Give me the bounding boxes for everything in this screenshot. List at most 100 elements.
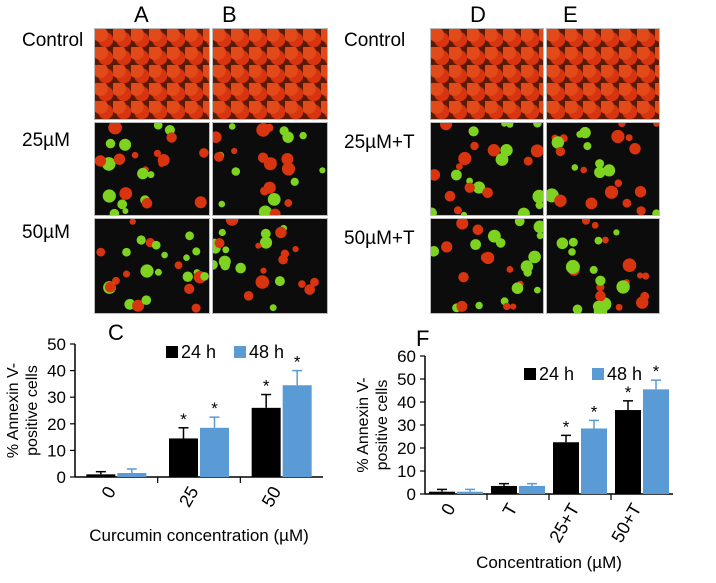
cell-dot xyxy=(136,235,146,245)
cell-dot xyxy=(652,209,659,215)
row-label-25um-t: 25µM+T xyxy=(344,132,415,153)
micrograph-a-control xyxy=(94,28,210,120)
y-axis-label-line1: % Annexin V- xyxy=(5,363,22,458)
cell-dot xyxy=(158,160,166,167)
chart-c: C 0 10 20 30 40 50 * * * * 0 25 50 Curcumin concentrat… xyxy=(5,320,323,545)
cell-dot xyxy=(532,189,543,204)
row-label-50um: 50µM xyxy=(22,222,70,243)
cell-dot xyxy=(603,164,616,177)
cell-dot xyxy=(263,181,276,194)
cell-dot xyxy=(637,272,644,279)
cell-dots xyxy=(213,219,319,312)
cell-dot xyxy=(556,237,569,250)
cell-dot xyxy=(530,144,543,158)
cell-dot xyxy=(199,148,209,158)
cell-dot xyxy=(568,248,576,256)
cell-dot xyxy=(453,206,462,215)
cell-dot xyxy=(161,251,168,259)
significance-marker: * xyxy=(180,410,187,429)
cell-dot xyxy=(583,142,592,151)
cell-dot xyxy=(260,267,267,274)
cell-dot xyxy=(137,167,149,180)
cell-dot xyxy=(214,238,225,249)
cell-dot xyxy=(228,123,236,130)
cell-dot xyxy=(263,157,277,171)
cell-dot xyxy=(591,221,599,229)
cell-dot xyxy=(456,219,469,230)
cell-dot xyxy=(456,163,463,170)
cell-dot xyxy=(275,226,287,239)
panel-letter-e: E xyxy=(563,2,578,27)
cell-dot xyxy=(517,207,530,215)
legend-label-1: 48 h xyxy=(249,342,284,362)
cell-dot xyxy=(154,268,162,276)
y-axis-label-line2: positive cells xyxy=(24,365,41,456)
legend-swatch-1 xyxy=(592,368,604,380)
cell-dot xyxy=(213,260,218,270)
cell-dot xyxy=(104,281,116,293)
x-tick-label: 25+T xyxy=(545,500,583,546)
cell-dot xyxy=(503,302,511,311)
row-label-25um: 25µM xyxy=(22,130,70,151)
cell-dot xyxy=(472,181,486,194)
bar-48h-25+T xyxy=(581,428,607,494)
legend-label-1: 48 h xyxy=(607,364,642,384)
panel-letter-f: F xyxy=(416,326,429,351)
bar-24h-T xyxy=(491,485,517,494)
cell-dot xyxy=(269,304,277,312)
cell-dot xyxy=(440,123,452,131)
cell-dot xyxy=(523,156,533,166)
significance-marker: * xyxy=(563,417,570,436)
cell-dot xyxy=(636,206,646,215)
cell-dot xyxy=(235,262,246,274)
cell-dot xyxy=(464,182,475,193)
cell-dot xyxy=(259,236,273,249)
cell-dot xyxy=(480,252,491,263)
cell-dot xyxy=(506,123,514,128)
cell-dot xyxy=(267,193,281,206)
cell-dot xyxy=(191,303,201,313)
cell-dot xyxy=(122,208,129,214)
cell-dot xyxy=(571,164,579,171)
y-tick-label: 10 xyxy=(47,441,66,460)
cell-dot xyxy=(140,264,154,278)
cell-dot xyxy=(185,231,194,241)
cell-dot xyxy=(536,232,543,240)
cell-dot xyxy=(282,131,294,143)
y-tick-label: 40 xyxy=(47,362,66,381)
cell-dot xyxy=(192,247,201,256)
cell-dot xyxy=(184,283,195,294)
cell-dot xyxy=(555,146,566,157)
legend-swatch-0 xyxy=(166,346,178,358)
cell-dot xyxy=(595,290,606,302)
cell-dot xyxy=(506,266,514,273)
y-tick-label: 50 xyxy=(47,335,66,354)
cell-dot xyxy=(258,205,272,215)
cell-dot xyxy=(460,211,468,215)
cell-dot xyxy=(458,151,472,166)
cell-dot xyxy=(129,219,136,225)
cell-dot xyxy=(592,300,605,312)
y-tick-label: 30 xyxy=(397,416,416,435)
legend-swatch-0 xyxy=(524,368,536,380)
cell-dot xyxy=(629,143,641,155)
micrograph-b-control xyxy=(212,28,328,120)
cell-dot xyxy=(614,179,623,187)
cell-dot xyxy=(278,254,288,265)
cell-dot xyxy=(269,208,281,215)
y-tick-label: 40 xyxy=(397,393,416,412)
cell-dots xyxy=(431,123,543,215)
cell-dot xyxy=(112,276,120,285)
cell-dot xyxy=(310,277,319,287)
cell-dot xyxy=(182,271,193,282)
cell-dot xyxy=(153,123,163,130)
cell-dot xyxy=(622,258,637,272)
cell-dot xyxy=(468,126,479,137)
cell-dots xyxy=(96,219,209,313)
cell-dot xyxy=(470,239,481,250)
cell-dot xyxy=(470,141,479,151)
cell-dots xyxy=(213,123,326,215)
cell-dot xyxy=(431,246,440,257)
micrograph-d-25um-t xyxy=(430,122,544,216)
cell-dot xyxy=(495,238,506,248)
